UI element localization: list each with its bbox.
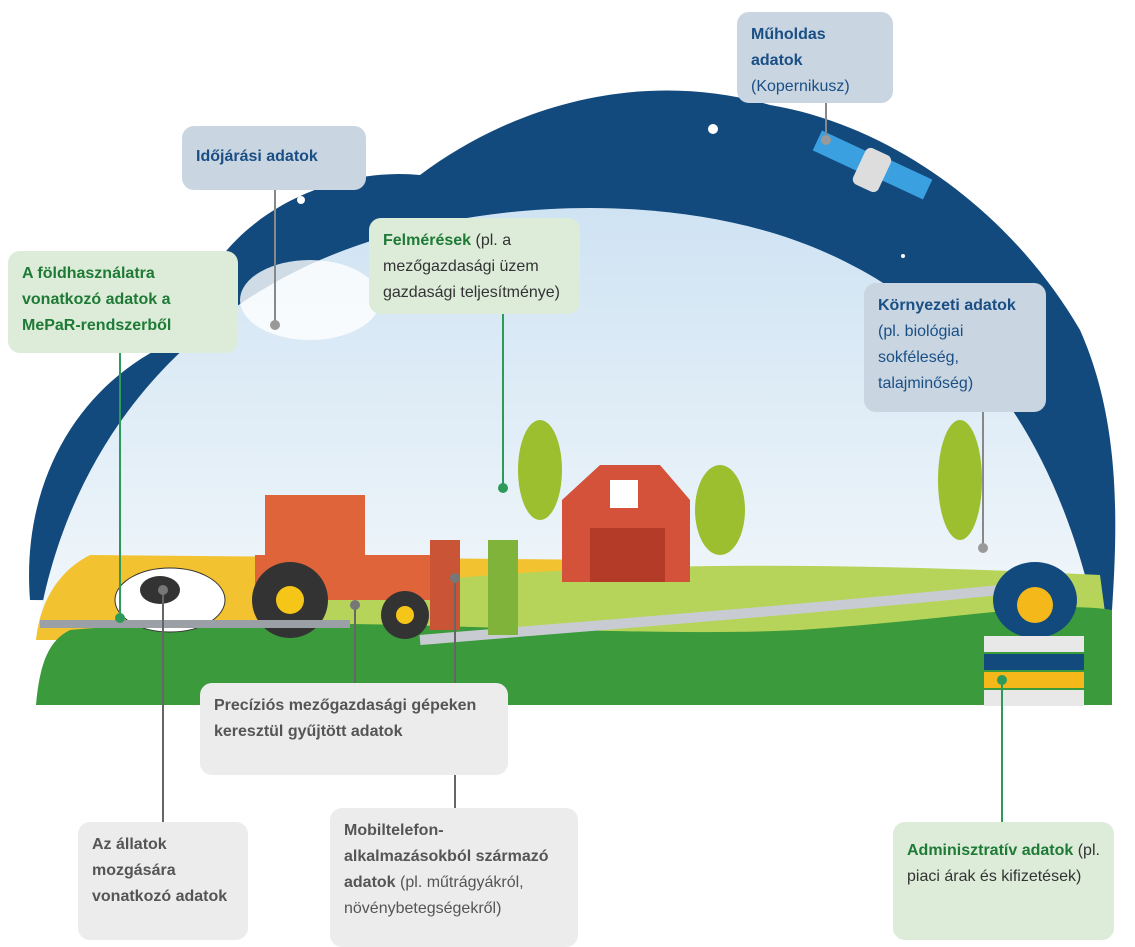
label-box: Műholdas adatok (Kopernikusz) — [737, 12, 893, 103]
infographic: Műholdas adatok (Kopernikusz) Időjárási a… — [0, 0, 1135, 947]
cloud — [240, 260, 380, 340]
barn — [562, 465, 690, 582]
label-bold: Környezeti adatok — [878, 297, 1016, 314]
label-box: Adminisztratív adatok (pl. piaci árak és… — [893, 822, 1114, 940]
label-bold: Adminisztratív adatok — [907, 842, 1073, 859]
star — [708, 124, 718, 134]
label-bold: Precíziós mezőgazdasági gépeken keresztü… — [214, 697, 476, 740]
star — [297, 196, 305, 204]
label-box: Környezeti adatok (pl. biológiai sokféles… — [864, 283, 1046, 412]
label-box: Precíziós mezőgazdasági gépeken keresztü… — [200, 683, 508, 775]
label-bold: A földhasználatra vonatkozó adatok a MeP… — [22, 265, 171, 334]
label-bold: Felmérések — [383, 232, 471, 249]
label-text: (Kopernikusz) — [751, 78, 850, 95]
fence — [40, 620, 350, 628]
label-box: Az állatok mozgására vonatkozó adatok — [78, 822, 248, 940]
label-box: Időjárási adatok — [182, 126, 366, 190]
label-box: Mobiltelefon-alkalmazásokból származó ad… — [330, 808, 578, 947]
illustration — [0, 0, 1135, 947]
label-bold: Időjárási adatok — [196, 148, 318, 165]
label-bold: Műholdas adatok — [751, 26, 826, 69]
label-box: A földhasználatra vonatkozó adatok a MeP… — [8, 251, 238, 353]
label-bold: Az állatok mozgására vonatkozó adatok — [92, 836, 227, 905]
label-box: Felmérések (pl. a mezőgazdasági üzem gaz… — [369, 218, 580, 314]
star — [901, 254, 905, 258]
label-text: (pl. biológiai sokféleség, talajminőség) — [878, 323, 973, 392]
